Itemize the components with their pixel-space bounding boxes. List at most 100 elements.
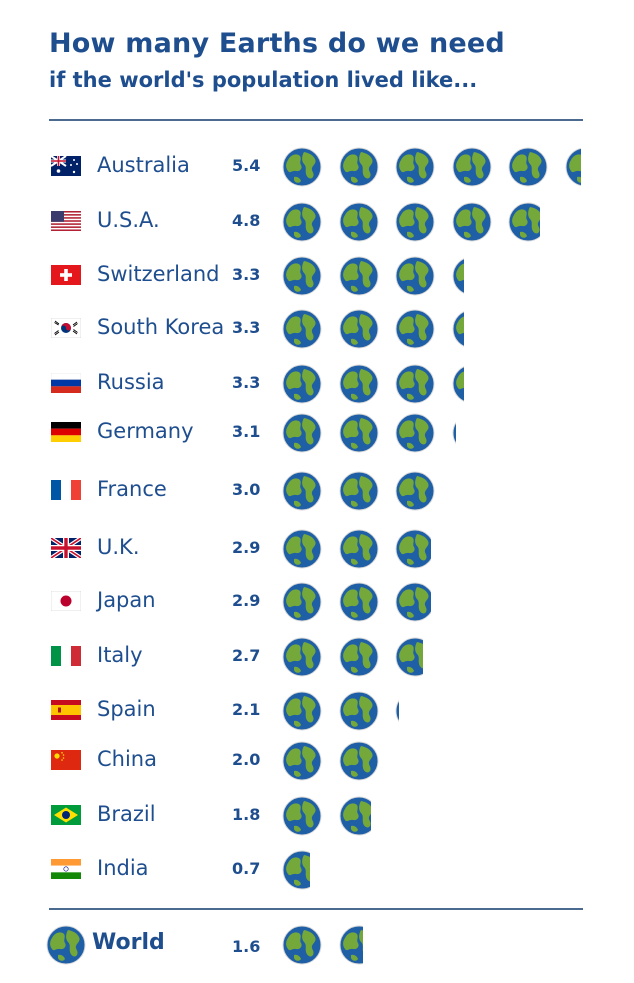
- value-label: 3.3: [232, 265, 261, 284]
- france-earth-globe-icon: [282, 471, 322, 511]
- france-earth-globe-icon: [395, 471, 435, 511]
- south-korea-earth-globe-icon: [395, 309, 435, 349]
- australia-earth-globe-icon: [395, 147, 435, 187]
- world-earth-globe-icon: [282, 925, 322, 965]
- globe-bar-brazil: [282, 796, 634, 836]
- switzerland-partial-earth-globe-icon: [452, 256, 464, 296]
- country-row-france: France 3.0: [0, 471, 634, 511]
- globe-bar-usa: [282, 202, 634, 242]
- country-row-germany: Germany 3.1: [0, 413, 634, 453]
- value-label: 2.0: [232, 750, 261, 769]
- country-row-china: China 2.0: [0, 741, 634, 781]
- world-globe-icon: [46, 925, 86, 965]
- usa-earth-globe-icon: [339, 202, 379, 242]
- japan-earth-globe-icon: [282, 582, 322, 622]
- country-label: Russia: [97, 370, 165, 394]
- switzerland-earth-globe-icon: [282, 256, 322, 296]
- brazil-partial-earth-globe-icon: [339, 796, 371, 836]
- france-earth-globe-icon: [339, 471, 379, 511]
- country-label: Germany: [97, 419, 194, 443]
- germany-earth-globe-icon: [395, 413, 435, 453]
- italy-earth-globe-icon: [282, 637, 322, 677]
- spain-earth-globe-icon: [282, 691, 322, 731]
- country-label: Australia: [97, 153, 190, 177]
- japan-flag-icon: [51, 591, 81, 611]
- germany-earth-globe-icon: [339, 413, 379, 453]
- value-label: 5.4: [232, 156, 261, 175]
- russia-earth-globe-icon: [395, 364, 435, 404]
- world-row: World 1.6: [0, 925, 634, 965]
- usa-earth-globe-icon: [282, 202, 322, 242]
- value-label: 3.0: [232, 480, 261, 499]
- world-value: 1.6: [232, 937, 261, 956]
- china-earth-globe-icon: [339, 741, 379, 781]
- australia-earth-globe-icon: [339, 147, 379, 187]
- switzerland-earth-globe-icon: [339, 256, 379, 296]
- globe-bar-india: [282, 850, 634, 890]
- usa-flag-icon: [51, 211, 81, 231]
- country-label: Brazil: [97, 802, 156, 826]
- france-flag-icon: [51, 480, 81, 500]
- value-label: 4.8: [232, 211, 261, 230]
- russia-earth-globe-icon: [339, 364, 379, 404]
- uk-earth-globe-icon: [282, 529, 322, 569]
- chart-subtitle: if the world's population lived like...: [49, 68, 478, 92]
- country-row-spain: Spain 2.1: [0, 691, 634, 731]
- globe-bar-russia: [282, 364, 634, 404]
- china-earth-globe-icon: [282, 741, 322, 781]
- south-korea-earth-globe-icon: [339, 309, 379, 349]
- country-label: Switzerland: [97, 262, 220, 286]
- value-label: 2.1: [232, 700, 261, 719]
- switzerland-flag-icon: [51, 265, 81, 285]
- india-partial-earth-globe-icon: [282, 850, 310, 890]
- country-row-switzerland: Switzerland 3.3: [0, 256, 634, 296]
- globe-bar-south-korea: [282, 309, 634, 349]
- russia-earth-globe-icon: [282, 364, 322, 404]
- south-korea-earth-globe-icon: [282, 309, 322, 349]
- country-row-uk: U.K. 2.9: [0, 529, 634, 569]
- value-label: 3.1: [232, 422, 261, 441]
- country-label: France: [97, 477, 167, 501]
- bottom-divider: [49, 908, 583, 910]
- country-row-brazil: Brazil 1.8: [0, 796, 634, 836]
- country-label: Spain: [97, 697, 156, 721]
- usa-partial-earth-globe-icon: [508, 202, 541, 242]
- germany-flag-icon: [51, 422, 81, 442]
- country-row-japan: Japan 2.9: [0, 582, 634, 622]
- world-partial-earth-globe-icon: [339, 925, 363, 965]
- country-row-italy: Italy 2.7: [0, 637, 634, 677]
- south-korea-partial-earth-globe-icon: [452, 309, 464, 349]
- south-korea-flag-icon: [51, 318, 81, 338]
- globe-bar-france: [282, 471, 634, 511]
- world-label: World: [92, 930, 165, 955]
- globe-bar-spain: [282, 691, 634, 731]
- country-row-russia: Russia 3.3: [0, 364, 634, 404]
- india-flag-icon: [51, 859, 81, 879]
- uk-partial-earth-globe-icon: [395, 529, 432, 569]
- italy-earth-globe-icon: [339, 637, 379, 677]
- globe-bar-australia: [282, 147, 634, 187]
- globe-bar-switzerland: [282, 256, 634, 296]
- country-label: U.S.A.: [97, 208, 160, 232]
- japan-earth-globe-icon: [339, 582, 379, 622]
- country-row-usa: U.S.A. 4.8: [0, 202, 634, 242]
- globe-bar-china: [282, 741, 634, 781]
- value-label: 2.7: [232, 646, 261, 665]
- china-flag-icon: [51, 750, 81, 770]
- spain-flag-icon: [51, 700, 81, 720]
- australia-earth-globe-icon: [508, 147, 548, 187]
- australia-partial-earth-globe-icon: [565, 147, 581, 187]
- spain-earth-globe-icon: [339, 691, 379, 731]
- country-row-south-korea: South Korea 3.3: [0, 309, 634, 349]
- switzerland-earth-globe-icon: [395, 256, 435, 296]
- brazil-earth-globe-icon: [282, 796, 322, 836]
- country-label: India: [97, 856, 149, 880]
- country-label: Japan: [97, 588, 156, 612]
- italy-flag-icon: [51, 646, 81, 666]
- globe-bar-italy: [282, 637, 634, 677]
- country-label: Italy: [97, 643, 143, 667]
- value-label: 2.9: [232, 538, 261, 557]
- australia-earth-globe-icon: [452, 147, 492, 187]
- usa-earth-globe-icon: [395, 202, 435, 242]
- value-label: 3.3: [232, 373, 261, 392]
